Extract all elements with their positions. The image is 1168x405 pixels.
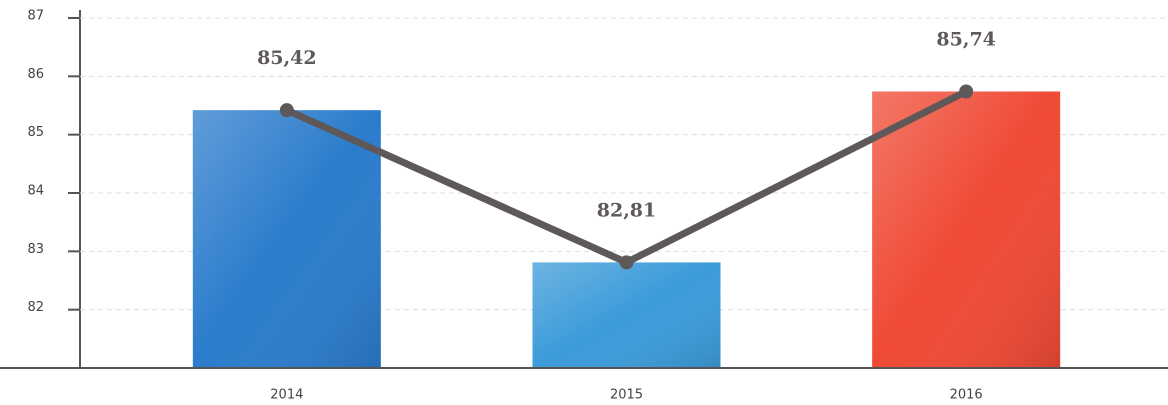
x-tick-label: 2015 — [610, 388, 643, 403]
y-tick-label: 83 — [27, 242, 44, 257]
y-tick-label: 87 — [27, 9, 44, 24]
x-tick-label: 2016 — [950, 388, 983, 403]
value-label: 85,74 — [936, 29, 996, 51]
line-marker — [959, 84, 974, 99]
y-tick-label: 85 — [27, 125, 44, 140]
bar-texture — [532, 262, 721, 368]
line-marker — [619, 255, 634, 270]
y-tick-label: 84 — [27, 184, 44, 199]
line-marker — [279, 103, 294, 118]
bar-texture — [192, 110, 381, 369]
value-label: 85,42 — [257, 47, 317, 69]
line — [285, 88, 968, 266]
value-label: 82,81 — [597, 199, 657, 221]
y-tick-label: 86 — [27, 67, 44, 82]
x-tick-label: 2014 — [270, 388, 303, 403]
bar-texture — [872, 91, 1061, 368]
y-tick-label: 82 — [27, 300, 44, 315]
